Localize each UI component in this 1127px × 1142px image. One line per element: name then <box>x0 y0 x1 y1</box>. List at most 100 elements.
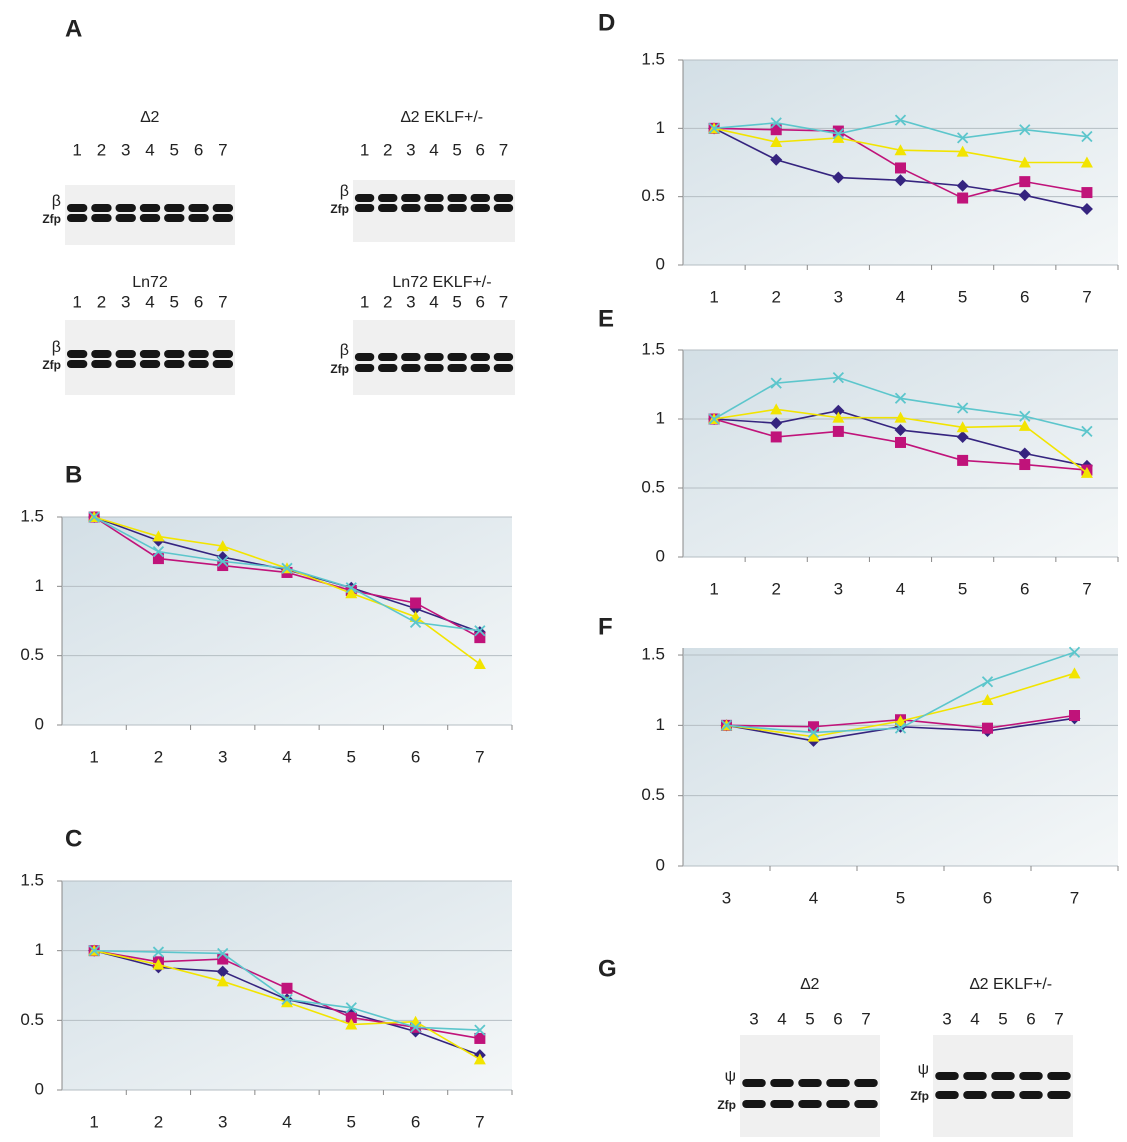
gel-band <box>213 204 233 212</box>
gel-band <box>140 214 160 222</box>
panel-label: A <box>65 15 82 42</box>
x-tick-label: 2 <box>771 287 780 306</box>
y-tick-label: 1.5 <box>20 870 44 889</box>
y-tick-label: 0.5 <box>641 785 665 804</box>
gel-title: Ln72 <box>132 274 168 291</box>
gel-band <box>140 204 160 212</box>
plot-area <box>683 350 1118 557</box>
panel-label: F <box>598 613 613 640</box>
gel-band <box>116 360 136 368</box>
lane-number: 5 <box>170 140 179 159</box>
x-tick-label: 3 <box>722 888 731 907</box>
x-tick-label: 1 <box>89 747 98 766</box>
gel-band <box>188 214 208 222</box>
gel-band <box>188 204 208 212</box>
lane-number: 4 <box>145 140 154 159</box>
x-tick-label: 7 <box>475 747 484 766</box>
gel-band <box>188 360 208 368</box>
y-tick-label: 1.5 <box>20 506 44 525</box>
gel-band <box>494 364 513 372</box>
panel-label: G <box>598 955 617 982</box>
gel-band <box>1047 1091 1071 1099</box>
x-tick-label: 1 <box>709 287 718 306</box>
gel-title: ∆2 EKLF+/- <box>401 109 483 126</box>
gel-band <box>378 204 397 212</box>
gel-band <box>854 1079 878 1087</box>
lane-number: 3 <box>942 1009 951 1028</box>
band-label: β <box>340 183 349 200</box>
gel-band <box>854 1100 878 1108</box>
gel-band <box>447 364 466 372</box>
y-tick-label: 0.5 <box>641 477 665 496</box>
gel-band <box>67 350 87 358</box>
lane-number: 4 <box>429 140 438 159</box>
gel-band <box>494 194 513 202</box>
gel-band <box>826 1079 850 1087</box>
band-label: β <box>52 193 61 210</box>
x-tick-label: 5 <box>347 1112 356 1131</box>
marker <box>1069 710 1080 721</box>
marker <box>982 723 993 734</box>
x-tick-label: 1 <box>709 579 718 598</box>
x-tick-label: 6 <box>411 1112 420 1131</box>
lane-number: 3 <box>121 292 130 311</box>
band-label: Zfp <box>717 1098 736 1112</box>
gel-band <box>67 214 87 222</box>
gel-band <box>770 1100 794 1108</box>
gel-band <box>424 353 443 361</box>
gel-band <box>140 350 160 358</box>
y-tick-label: 1 <box>656 715 665 734</box>
y-tick-label: 0 <box>656 855 665 874</box>
gel-band <box>963 1091 987 1099</box>
lane-number: 3 <box>406 292 415 311</box>
y-tick-label: 0.5 <box>20 1010 44 1029</box>
gel-band <box>742 1100 766 1108</box>
x-tick-label: 7 <box>1070 888 1079 907</box>
x-tick-label: 5 <box>347 747 356 766</box>
gel-band <box>1019 1091 1043 1099</box>
gel-band <box>213 214 233 222</box>
gel-band <box>494 353 513 361</box>
marker <box>1019 459 1030 470</box>
lane-number: 6 <box>833 1009 842 1028</box>
x-tick-label: 3 <box>218 747 227 766</box>
gel-band <box>67 360 87 368</box>
lane-number: 3 <box>749 1009 758 1028</box>
lane-number: 2 <box>97 292 106 311</box>
panel-label: C <box>65 825 82 852</box>
gel-band <box>424 194 443 202</box>
lane-number: 7 <box>499 292 508 311</box>
marker <box>1081 187 1092 198</box>
lane-number: 4 <box>429 292 438 311</box>
y-tick-label: 1 <box>656 408 665 427</box>
gel-band <box>471 353 490 361</box>
gel-band <box>91 360 111 368</box>
figure: B00.511.51234567C00.511.51234567D00.511.… <box>0 0 1127 1142</box>
lane-number: 1 <box>72 292 81 311</box>
gel-background <box>933 1035 1073 1137</box>
gel-band <box>401 194 420 202</box>
x-tick-label: 6 <box>411 747 420 766</box>
gel-title: ∆2 <box>801 976 820 993</box>
marker <box>282 983 293 994</box>
gel-band <box>91 204 111 212</box>
gel-band <box>963 1072 987 1080</box>
panel-label: E <box>598 305 614 332</box>
band-label: β <box>52 339 61 356</box>
lane-number: 7 <box>499 140 508 159</box>
x-tick-label: 1 <box>89 1112 98 1131</box>
x-tick-label: 4 <box>282 747 291 766</box>
panel-label: D <box>598 9 615 36</box>
marker <box>957 455 968 466</box>
gel-band <box>164 204 184 212</box>
gel-band <box>213 350 233 358</box>
y-tick-label: 0 <box>656 254 665 273</box>
marker <box>1019 176 1030 187</box>
x-tick-label: 7 <box>1082 287 1091 306</box>
band-label: ψ <box>725 1068 736 1085</box>
x-tick-label: 7 <box>475 1112 484 1131</box>
gel-title: ∆2 EKLF+/- <box>970 976 1052 993</box>
gel-band <box>471 204 490 212</box>
gel-band <box>213 360 233 368</box>
gel-band <box>447 194 466 202</box>
